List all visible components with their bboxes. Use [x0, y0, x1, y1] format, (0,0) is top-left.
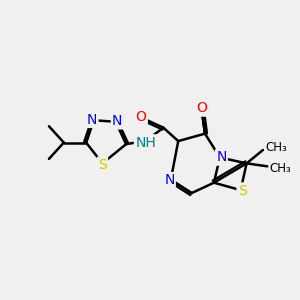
Text: S: S — [238, 184, 247, 198]
Text: O: O — [136, 110, 146, 124]
Text: N: N — [216, 150, 226, 164]
Text: O: O — [196, 101, 208, 116]
Text: NH: NH — [135, 136, 156, 150]
Text: N: N — [164, 173, 175, 187]
Text: CH₃: CH₃ — [265, 141, 287, 154]
Text: N: N — [87, 113, 97, 127]
Text: CH₃: CH₃ — [270, 162, 292, 175]
Text: S: S — [98, 158, 107, 172]
Text: N: N — [112, 114, 122, 128]
